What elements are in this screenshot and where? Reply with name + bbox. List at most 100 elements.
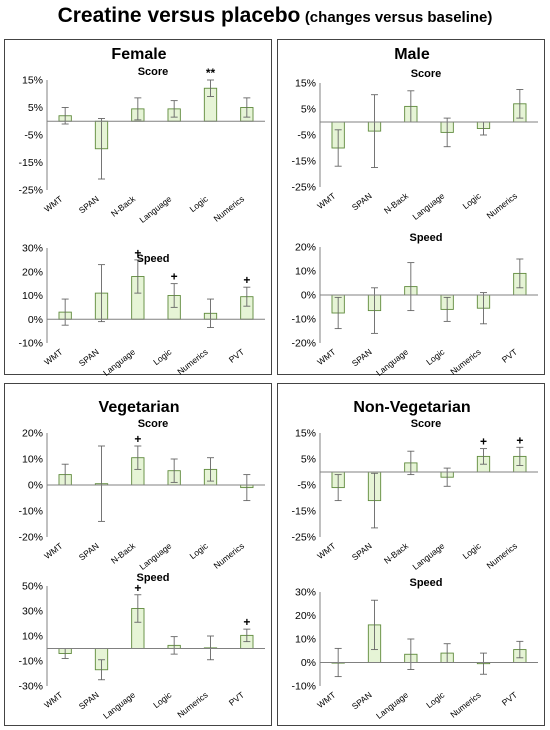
panel-vegetarian-svg: Vegetarian Score Speed 20% 10% 0% -10% -20%W… xyxy=(18,399,265,721)
x-tick-label: WMT xyxy=(42,347,64,367)
chart-speed: 20% 10% 0% -10% -20%WMT SPAN Language Logic Nume… xyxy=(291,242,538,378)
y-tick-label: -30% xyxy=(18,681,43,693)
significance-mark: + xyxy=(516,433,523,447)
panel-male: Male Score Speed 15% 5% -5% -15% -25% WMT SPAN… xyxy=(277,39,545,378)
panel-non-vegetarian: Non-Vegetarian Score Speed 15% 5% -5% -15% -… xyxy=(277,383,545,726)
x-tick-label: SPAN xyxy=(77,194,101,216)
y-tick-label: 0% xyxy=(28,314,43,326)
x-tick-label: N-Back xyxy=(382,190,411,215)
x-tick-label: WMT xyxy=(42,541,64,561)
y-tick-label: -5% xyxy=(297,130,316,142)
x-tick-label: Language xyxy=(374,347,410,378)
x-tick-label: Language xyxy=(137,541,173,572)
y-tick-label: -15% xyxy=(18,157,43,169)
x-tick-label: Logic xyxy=(151,689,174,710)
y-tick-label: -15% xyxy=(291,156,316,168)
x-tick-label: WMT xyxy=(315,541,337,561)
y-tick-label: 15% xyxy=(295,428,316,440)
x-tick-label: Numerics xyxy=(448,690,482,720)
chart-speed: 30% 20% 10% 0% -10%WMT SPAN Language Logic Numer… xyxy=(291,587,538,721)
y-tick-label: 20% xyxy=(295,610,316,622)
x-tick-label: WMT xyxy=(315,191,337,211)
main-title: Creatine versus placebo (changes versus … xyxy=(0,4,550,28)
x-tick-label: PVT xyxy=(500,690,519,708)
x-tick-label: Logic xyxy=(188,193,211,214)
y-tick-label: -20% xyxy=(18,532,43,544)
x-tick-label: Logic xyxy=(461,190,484,211)
x-tick-label: SPAN xyxy=(350,690,374,712)
y-tick-label: 15% xyxy=(22,75,43,87)
x-tick-label: Logic xyxy=(424,346,447,367)
significance-mark: + xyxy=(134,246,141,260)
x-tick-label: SPAN xyxy=(350,541,374,563)
y-tick-label: 0% xyxy=(301,657,316,669)
y-tick-label: -5% xyxy=(24,130,43,142)
x-tick-label: N-Back xyxy=(382,540,411,565)
chart-score: 15% 5% -5% -15% -25%WMT SPAN N-Back Language ** L… xyxy=(18,66,265,225)
panel-title: Vegetarian xyxy=(99,399,180,416)
x-tick-label: Language xyxy=(374,690,410,721)
x-tick-label: Logic xyxy=(424,689,447,710)
x-tick-label: SPAN xyxy=(350,347,374,369)
x-tick-label: Numerics xyxy=(175,690,209,720)
y-tick-label: 30% xyxy=(22,606,43,618)
x-tick-label: Numerics xyxy=(485,541,519,571)
chart-subtitle-score: Score xyxy=(411,418,442,430)
y-tick-label: -10% xyxy=(18,656,43,668)
x-tick-label: SPAN xyxy=(77,347,101,369)
chart-subtitle-speed: Speed xyxy=(409,232,442,244)
panel-non-vegetarian-svg: Non-Vegetarian Score Speed 15% 5% -5% -15% -… xyxy=(291,399,538,721)
panel-male-svg: Male Score Speed 15%5%-5%-15%-25%WMT SPAN… xyxy=(291,46,538,378)
significance-mark: + xyxy=(243,273,250,287)
panel-female-svg: Female Score Speed 15%5%-5%-15%-25%WMT SP… xyxy=(18,46,265,378)
panel-title: Non-Vegetarian xyxy=(353,399,470,416)
chart-score: 15% 5% -5% -15% -25%WMT SPAN N-Back Language Log… xyxy=(291,78,538,222)
panel-vegetarian: Vegetarian Score Speed 20% 10% 0% -10% -20% W… xyxy=(4,383,272,726)
y-tick-label: 0% xyxy=(301,290,316,302)
significance-mark: + xyxy=(134,432,141,446)
x-tick-label: PVT xyxy=(500,347,519,365)
x-tick-label: N-Back xyxy=(109,193,138,218)
x-tick-label: Language xyxy=(410,541,446,572)
y-tick-label: 5% xyxy=(28,102,43,114)
x-tick-label: Language xyxy=(137,194,173,225)
y-tick-label: 20% xyxy=(22,266,43,278)
x-tick-label: Numerics xyxy=(212,194,246,224)
panel-title: Female xyxy=(111,46,166,63)
x-tick-label: PVT xyxy=(227,347,246,365)
significance-mark: + xyxy=(134,581,141,595)
y-tick-label: -25% xyxy=(291,182,316,194)
y-tick-label: 30% xyxy=(22,243,43,255)
x-tick-label: N-Back xyxy=(109,540,138,565)
panel-title: Male xyxy=(394,46,430,63)
x-tick-label: SPAN xyxy=(77,690,101,712)
chart-subtitle-speed: Speed xyxy=(136,253,169,265)
x-tick-label: Numerics xyxy=(175,347,209,377)
y-tick-label: -20% xyxy=(291,338,316,350)
y-tick-label: 10% xyxy=(295,634,316,646)
y-tick-label: 0% xyxy=(28,480,43,492)
y-tick-label: -10% xyxy=(291,314,316,326)
y-tick-label: 20% xyxy=(22,428,43,440)
x-tick-label: WMT xyxy=(315,690,337,710)
x-tick-label: Numerics xyxy=(448,347,482,377)
x-tick-label: Logic xyxy=(188,540,211,561)
y-tick-label: 10% xyxy=(22,454,43,466)
x-tick-label: Language xyxy=(101,690,137,721)
significance-mark: + xyxy=(171,270,178,284)
x-tick-label: WMT xyxy=(42,194,64,214)
x-tick-label: Numerics xyxy=(212,541,246,571)
x-tick-label: Logic xyxy=(151,346,174,367)
y-tick-label: 5% xyxy=(301,454,316,466)
y-tick-label: 30% xyxy=(295,587,316,599)
y-tick-label: 10% xyxy=(295,266,316,278)
chart-subtitle-speed: Speed xyxy=(136,572,169,584)
chart-subtitle-score: Score xyxy=(411,68,442,80)
main-subtitle-text: (changes versus baseline) xyxy=(304,9,493,26)
significance-mark: ** xyxy=(206,66,216,80)
significance-mark: + xyxy=(243,615,250,629)
x-tick-label: Logic xyxy=(461,540,484,561)
x-tick-label: SPAN xyxy=(350,191,374,213)
panel-female: Female Score Speed 15% 5% -5% -15% -25% WMT SP… xyxy=(4,39,272,378)
chart-subtitle-score: Score xyxy=(138,418,169,430)
